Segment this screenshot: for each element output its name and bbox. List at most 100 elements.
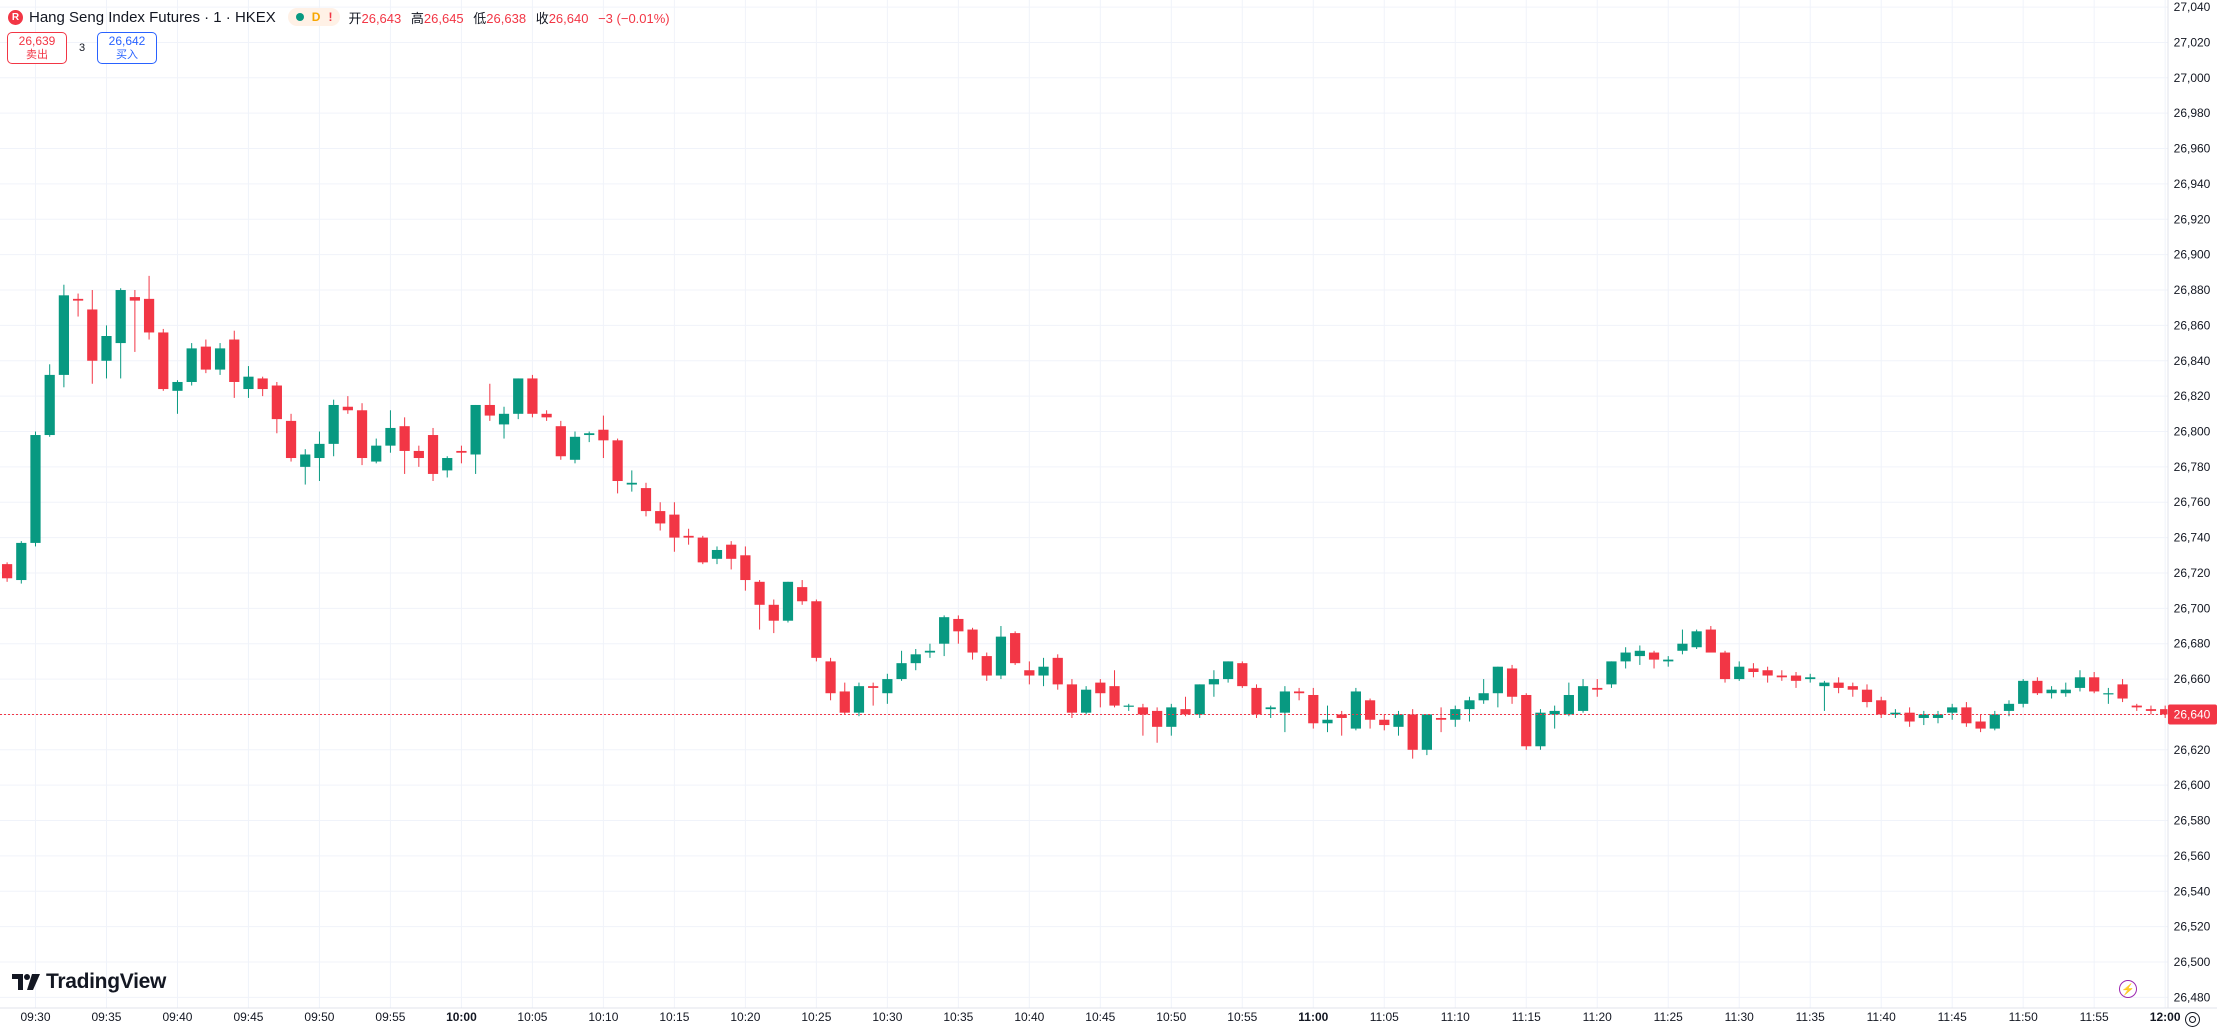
candle-body: [839, 691, 850, 713]
candle-body: [1393, 714, 1404, 727]
candle-body: [1194, 684, 1205, 715]
candle-up: [1350, 687, 1361, 731]
candle-body: [1265, 707, 1276, 710]
candle-down: [2117, 679, 2128, 703]
candle-body: [1606, 661, 1617, 685]
market-open-dot-icon: [295, 13, 304, 21]
candle-up: [924, 643, 936, 658]
candle-up: [1691, 629, 1702, 650]
price-tick-label: 26,800: [2174, 424, 2211, 438]
candle-up: [853, 682, 865, 717]
lightning-icon[interactable]: ⚡: [2119, 980, 2137, 998]
candle-up: [1492, 666, 1503, 708]
buy-price: 26,642: [108, 34, 146, 48]
candle-body: [1947, 707, 1958, 713]
candle-body: [1237, 663, 1248, 687]
time-tick-label: 10:05: [517, 1010, 547, 1024]
sell-button[interactable]: 26,639 卖出: [7, 32, 67, 64]
candle-up: [328, 399, 339, 457]
price-tick-label: 26,980: [2174, 106, 2211, 120]
candle-body: [541, 413, 552, 418]
candle-body: [1478, 693, 1489, 701]
candle-up: [1222, 661, 1234, 683]
candle-body: [626, 482, 637, 485]
candle-body: [143, 298, 155, 333]
candle-down: [967, 627, 978, 660]
candle-down: [1975, 714, 1986, 733]
candle-body: [243, 376, 254, 390]
candle-body: [598, 429, 609, 441]
candle-down: [1, 562, 13, 582]
price-tick-label: 26,600: [2174, 778, 2211, 792]
market-status-pill[interactable]: D !: [287, 8, 341, 26]
candle-body: [726, 544, 737, 559]
time-tick-label: 11:50: [2009, 1010, 2038, 1024]
price-tick-label: 26,820: [2174, 389, 2211, 403]
candle-body: [953, 618, 964, 632]
time-tick-label: 10:50: [1156, 1010, 1186, 1024]
candle-body: [87, 309, 98, 361]
candle-body: [1634, 650, 1645, 657]
candle-down: [1152, 707, 1163, 743]
price-tick-label: 26,900: [2174, 248, 2211, 262]
time-axis[interactable]: 09:30 09:35 09:40 09:45 09:50 09:55 10:00 10:05…: [20, 1010, 2180, 1024]
candle-up: [626, 470, 637, 492]
candle-up: [1194, 684, 1205, 718]
candle-up: [896, 650, 907, 681]
buy-button[interactable]: 26,642 买入: [97, 32, 157, 64]
candle-body: [797, 587, 808, 602]
candle-body: [1535, 712, 1546, 747]
candle-body: [853, 686, 865, 713]
candle-up: [569, 431, 581, 464]
candle-body: [2003, 703, 2015, 711]
candle-up: [782, 581, 794, 623]
symbol-title[interactable]: Hang Seng Index Futures · 1 · HKEX: [29, 8, 276, 26]
candle-up: [584, 431, 595, 443]
candle-body: [427, 435, 439, 474]
candle-up: [1265, 705, 1276, 718]
candle-body: [2160, 709, 2171, 715]
candle-down: [1790, 672, 1802, 688]
candle-body: [697, 537, 708, 563]
price-tick-label: 26,680: [2174, 637, 2211, 651]
time-tick-label: 11:05: [1370, 1010, 1399, 1024]
candle-body: [1066, 684, 1078, 713]
candle-body: [1052, 657, 1063, 685]
candle-body: [314, 443, 325, 459]
candle-body: [967, 629, 978, 653]
candle-down: [1506, 664, 1518, 704]
candle-down: [1776, 670, 1787, 681]
candle-body: [1137, 707, 1149, 715]
candle-body: [1620, 652, 1631, 662]
candle-down: [200, 339, 211, 374]
candle-up: [1081, 686, 1092, 715]
price-tick-label: 26,880: [2174, 283, 2211, 297]
candle-up: [1279, 686, 1291, 733]
candle-up: [1620, 647, 1631, 669]
candle-body: [1890, 712, 1901, 715]
candle-body: [1010, 633, 1021, 664]
price-tick-label: 26,620: [2174, 743, 2211, 757]
candle-down: [1833, 677, 1844, 694]
candle-body: [1024, 670, 1035, 676]
candle-up: [385, 410, 396, 453]
candle-up: [1123, 703, 1134, 711]
buy-label: 买入: [116, 49, 138, 61]
candle-body: [683, 535, 694, 538]
candle-down: [456, 445, 467, 464]
candle-down: [342, 396, 353, 414]
price-axis[interactable]: 27,040 27,020 27,000 26,980 26,960 26,940 26,9…: [2174, 0, 2211, 1004]
candle-down: [271, 381, 282, 434]
candle-up: [300, 449, 311, 485]
candle-body: [44, 374, 55, 436]
candle-body: [1790, 675, 1802, 681]
candle-up: [1663, 656, 1674, 667]
candle-body: [811, 601, 822, 658]
candle-up: [115, 288, 126, 379]
candle-up: [2074, 670, 2086, 692]
time-tick-label: 09:55: [375, 1010, 405, 1024]
candle-down: [2089, 672, 2100, 694]
gear-icon[interactable]: [2185, 1012, 2200, 1027]
tradingview-logo[interactable]: TradingView: [12, 970, 166, 994]
